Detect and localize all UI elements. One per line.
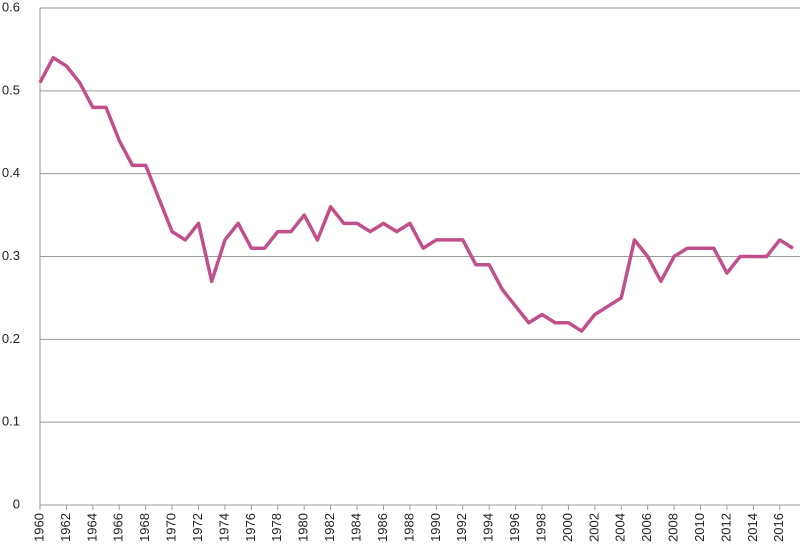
y-tick-label: 0.6 (2, 0, 20, 14)
x-tick-label: 1994 (481, 513, 496, 542)
x-tick-label: 1964 (84, 513, 99, 542)
y-tick-label: 0.5 (2, 82, 20, 97)
x-tick-label: 2002 (586, 513, 601, 542)
x-tick-label: 1998 (533, 513, 548, 542)
x-tick-label: 1986 (375, 513, 390, 542)
x-tick-label: 1978 (269, 513, 284, 542)
data-line (38, 55, 794, 333)
x-tick-label: 1996 (507, 513, 522, 542)
x-tick-label: 2004 (613, 513, 628, 542)
x-tick-label: 1976 (243, 513, 258, 542)
x-tick-label: 1992 (454, 513, 469, 542)
y-tick-label: 0 (13, 496, 20, 511)
y-tick-label: 0.2 (2, 331, 20, 346)
x-tick-label: 1984 (348, 513, 363, 542)
x-tick-label: 1962 (58, 513, 73, 542)
x-tick-label: 1960 (31, 513, 46, 542)
x-tick-label: 1972 (190, 513, 205, 542)
x-tick-label: 1974 (216, 513, 231, 542)
x-tick-label: 1970 (164, 513, 179, 542)
x-tick-label: 1982 (322, 513, 337, 542)
y-tick-label: 0.1 (2, 414, 20, 429)
x-tick-label: 1990 (428, 513, 443, 542)
y-tick-label: 0.4 (2, 165, 20, 180)
x-tick-label: 2006 (639, 513, 654, 542)
x-tick-label: 1968 (137, 513, 152, 542)
x-tick-label: 1980 (296, 513, 311, 542)
x-tick-label: 2008 (666, 513, 681, 542)
x-tick-label: 2000 (560, 513, 575, 542)
x-tick-label: 1988 (401, 513, 416, 542)
x-tick-label: 2010 (692, 513, 707, 542)
y-tick-label: 0.3 (2, 248, 20, 263)
x-tick-label: 2012 (718, 513, 733, 542)
x-tick-label: 2014 (745, 513, 760, 542)
x-tick-label: 1966 (111, 513, 126, 542)
x-tick-label: 2016 (771, 513, 786, 542)
